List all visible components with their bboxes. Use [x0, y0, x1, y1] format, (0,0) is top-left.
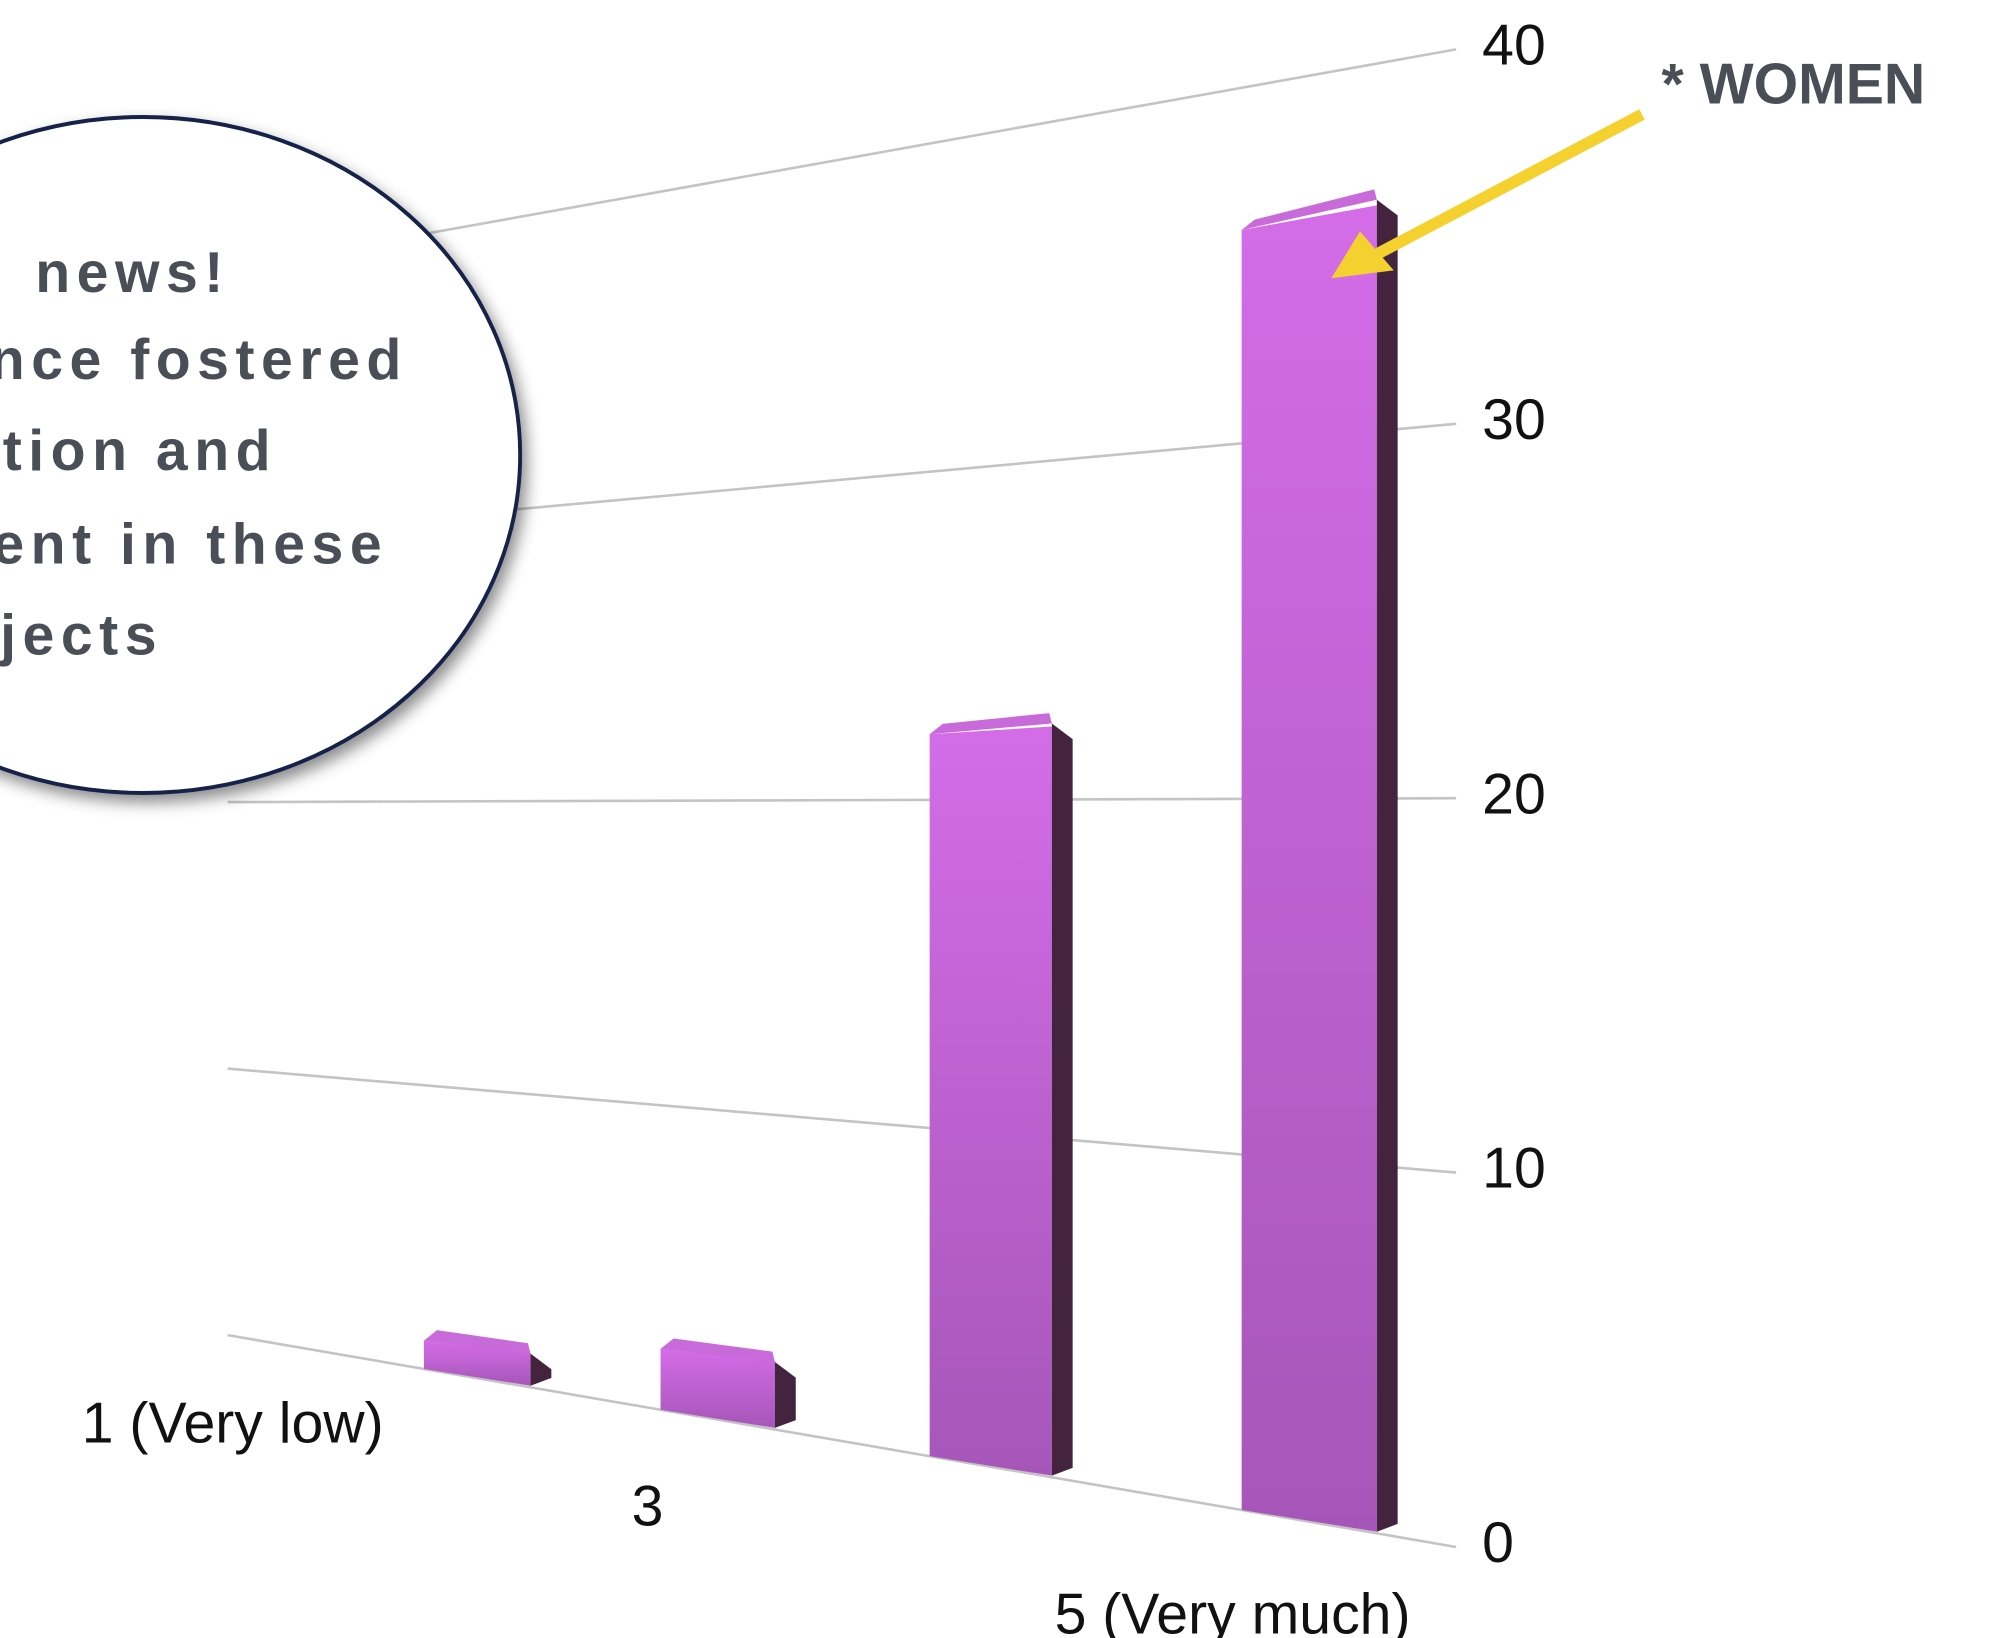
- callout-line: news!: [35, 241, 230, 305]
- x-tick-label: 3: [632, 1475, 664, 1539]
- callout-line: nce fostered: [0, 328, 408, 392]
- callout-line: ent in these: [0, 513, 388, 577]
- y-tick-label: 40: [1482, 14, 1546, 78]
- bar-top: [660, 1338, 775, 1363]
- arrow-head: [1331, 231, 1394, 279]
- y-tick-label: 20: [1482, 762, 1546, 826]
- bar-side: [774, 1362, 796, 1428]
- arrow: [1331, 109, 1645, 279]
- grid-line: [227, 48, 1457, 271]
- grid-line: [227, 1333, 1457, 1549]
- y-tick-label: 30: [1482, 388, 1546, 452]
- y-tick-label: 10: [1482, 1137, 1546, 1201]
- bar-top: [1241, 189, 1377, 230]
- bar-top: [929, 713, 1052, 735]
- bar: [423, 1340, 531, 1386]
- callout-bubble: [0, 115, 522, 795]
- bar: [1241, 205, 1377, 1532]
- callout-line: tion and: [3, 419, 277, 483]
- bar-top: [423, 1330, 531, 1354]
- bar: [929, 726, 1052, 1476]
- bar-side: [530, 1353, 552, 1386]
- y-tick-label: 0: [1482, 1511, 1514, 1575]
- bar-side: [1051, 723, 1073, 1476]
- x-tick-label: 1 (Very low): [82, 1392, 384, 1456]
- callout-line: jects: [0, 604, 163, 668]
- bar-side: [1376, 199, 1398, 1532]
- arrow-note: * WOMEN: [1662, 53, 1926, 117]
- arrow-shaft: [1375, 109, 1645, 259]
- x-tick-label: 5 (Very much): [1055, 1583, 1411, 1638]
- bar: [660, 1348, 775, 1428]
